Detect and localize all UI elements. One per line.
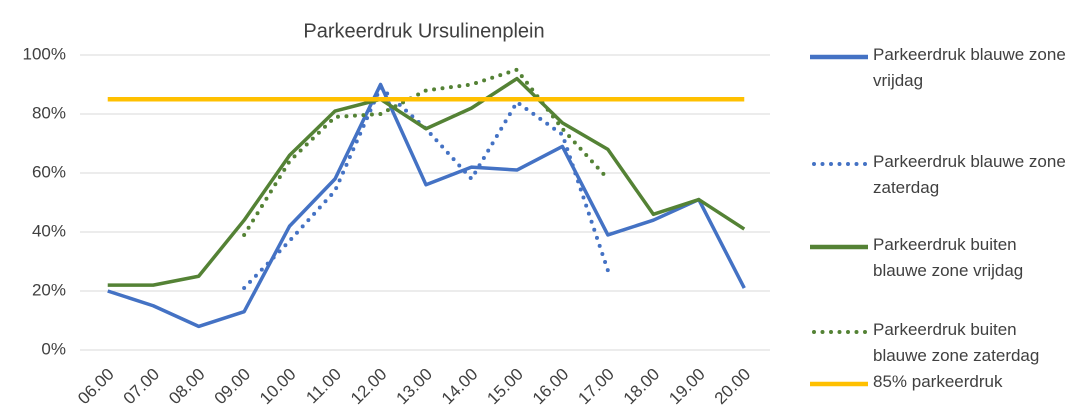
legend-label: Parkeerdruk buiten blauwe zone vrijdag: [873, 235, 1024, 280]
y-tick-label: 100%: [23, 44, 66, 63]
x-tick-label: 10.00: [256, 365, 300, 409]
x-tick-label: 19.00: [665, 365, 709, 409]
y-tick-label: 80%: [32, 103, 66, 122]
x-tick-label: 08.00: [165, 365, 209, 409]
x-tick-label: 09.00: [211, 365, 255, 409]
series-line: [107, 82, 746, 329]
series-line: [107, 76, 746, 287]
x-tick-label: 13.00: [392, 365, 436, 409]
x-tick-label: 18.00: [620, 365, 664, 409]
x-tick-label: 12.00: [347, 365, 391, 409]
series-line: [242, 67, 610, 237]
x-tick-label: 07.00: [120, 365, 164, 409]
x-tick-label: 17.00: [574, 365, 618, 409]
x-tick-label: 20.00: [711, 365, 755, 409]
x-tick-label: 06.00: [74, 365, 118, 409]
x-tick-label: 14.00: [438, 365, 482, 409]
x-tick-label: 15.00: [483, 365, 527, 409]
y-tick-label: 20%: [32, 280, 66, 299]
y-tick-label: 40%: [32, 221, 66, 240]
x-tick-label: 16.00: [529, 365, 573, 409]
y-tick-label: 60%: [32, 162, 66, 181]
legend-label: Parkeerdruk blauwe zone vrijdag: [873, 45, 1066, 90]
legend-label: 85% parkeerdruk: [873, 372, 1003, 391]
legend-label: Parkeerdruk blauwe zone zaterdag: [873, 152, 1066, 197]
chart-title: Parkeerdruk Ursulinenplein: [303, 20, 544, 42]
x-tick-label: 11.00: [302, 365, 345, 408]
y-tick-label: 0%: [41, 339, 66, 358]
legend-label: Parkeerdruk buiten blauwe zone zaterdag: [873, 320, 1040, 365]
